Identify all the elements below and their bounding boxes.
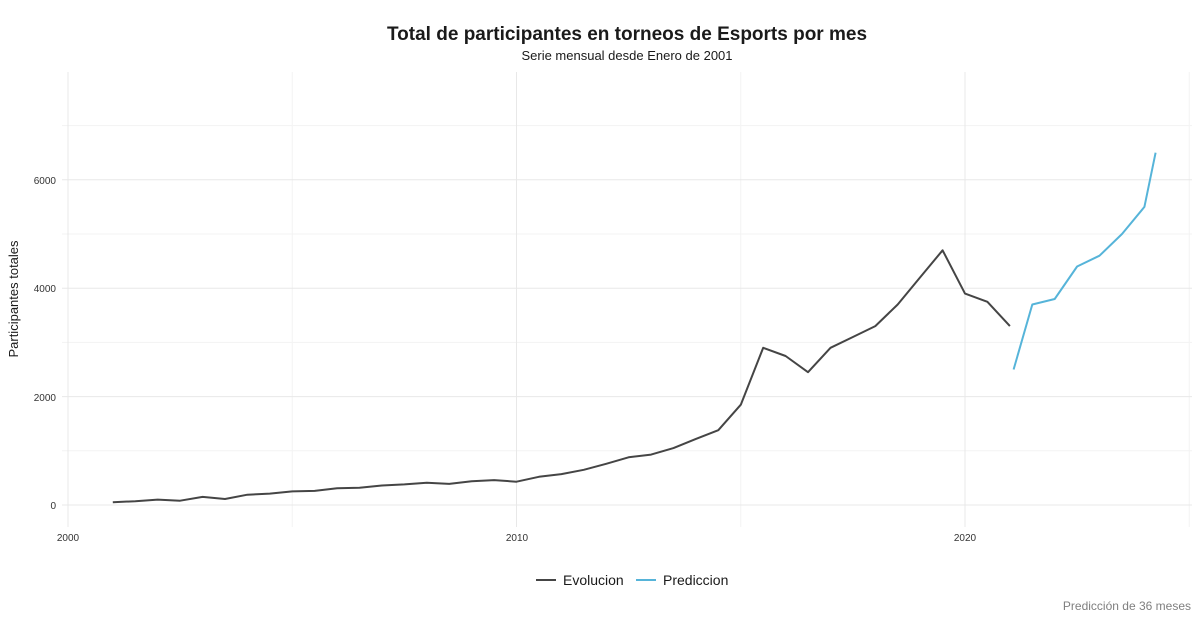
legend: Evolucion Prediccion — [536, 572, 728, 588]
x-axis-ticks: 2000 2010 2020 — [57, 533, 977, 544]
y-tick-label: 6000 — [34, 176, 57, 187]
series-lines — [112, 152, 1157, 504]
x-tick-label: 2000 — [57, 533, 80, 544]
legend-label-evolucion: Evolucion — [563, 572, 624, 588]
chart-title: Total de participantes en torneos de Esp… — [387, 24, 867, 45]
y-tick-label: 4000 — [34, 284, 57, 295]
grid — [62, 72, 1192, 527]
series-line-prediccion — [1012, 152, 1157, 370]
y-axis-title: Participantes totales — [6, 240, 21, 358]
chart-caption: Predicción de 36 meses — [1063, 599, 1191, 613]
legend-label-prediccion: Prediccion — [663, 572, 728, 588]
x-tick-label: 2020 — [954, 533, 977, 544]
series-line-evolucion — [112, 249, 1011, 504]
x-tick-label: 2010 — [506, 533, 529, 544]
chart-subtitle: Serie mensual desde Enero de 2001 — [521, 48, 732, 63]
y-tick-label: 2000 — [34, 393, 57, 404]
y-axis-ticks: 0 2000 4000 6000 — [34, 176, 57, 512]
y-tick-label: 0 — [50, 501, 56, 512]
